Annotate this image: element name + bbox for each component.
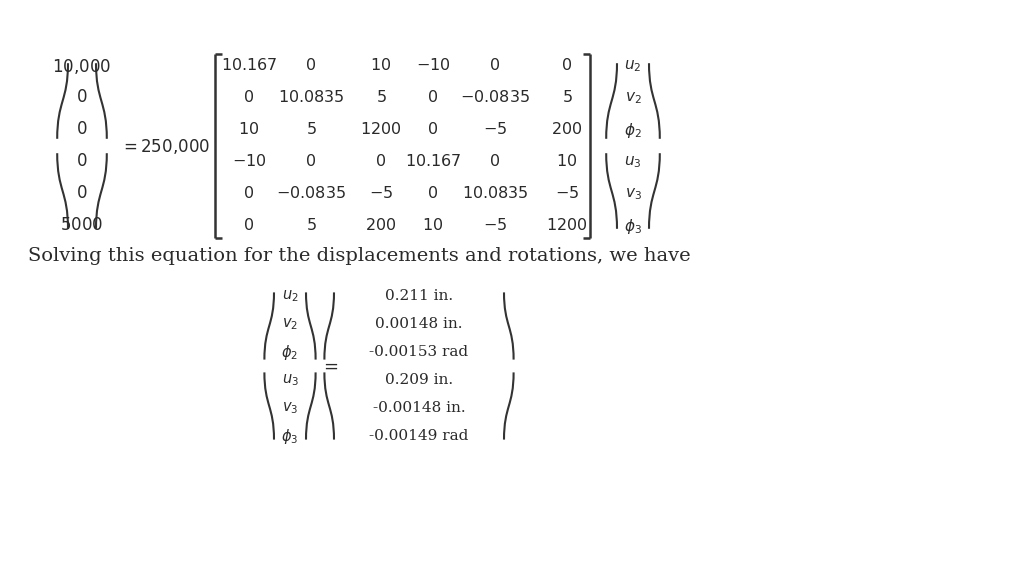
Text: $5$: $5$ [305,218,316,234]
Text: $0$: $0$ [76,122,88,138]
Text: 0.211 in.: 0.211 in. [385,289,453,303]
Text: $0$: $0$ [489,58,501,74]
Text: $=$: $=$ [319,357,338,375]
Text: Solving this equation for the displacements and rotations, we have: Solving this equation for the displaceme… [28,247,690,265]
Text: $v_2$: $v_2$ [625,90,641,106]
Text: $-0.0835$: $-0.0835$ [276,185,346,203]
Text: $0$: $0$ [305,58,316,74]
Text: $5000$: $5000$ [60,218,103,234]
Text: $200$: $200$ [551,122,583,138]
Text: $0$: $0$ [76,153,88,170]
Text: $u_2$: $u_2$ [282,288,298,304]
Text: $10$: $10$ [556,153,578,170]
Text: $-5$: $-5$ [483,122,507,138]
Text: $= 250{,}000$: $= 250{,}000$ [120,137,210,156]
Text: $-10$: $-10$ [416,58,451,74]
Text: $5$: $5$ [305,122,316,138]
Text: $-5$: $-5$ [369,185,393,203]
Text: $10.0835$: $10.0835$ [278,89,344,107]
Text: $v_2$: $v_2$ [282,316,298,332]
Text: $-10$: $-10$ [231,153,266,170]
Text: $-0.0835$: $-0.0835$ [460,89,530,107]
Text: $0$: $0$ [427,89,438,107]
Text: $\phi_3$: $\phi_3$ [624,217,642,236]
Text: $\phi_2$: $\phi_2$ [625,120,642,139]
Text: $10$: $10$ [371,58,391,74]
Text: $10.167$: $10.167$ [404,153,461,170]
Text: $0$: $0$ [376,153,386,170]
Text: $1200$: $1200$ [360,122,401,138]
Text: $200$: $200$ [366,218,396,234]
Text: 0.00148 in.: 0.00148 in. [375,317,463,331]
Text: $10{,}000$: $10{,}000$ [52,56,112,75]
Text: $0$: $0$ [427,122,438,138]
Text: $0$: $0$ [76,89,88,107]
Text: $5$: $5$ [376,89,386,107]
Text: $1200$: $1200$ [546,218,588,234]
Text: $10$: $10$ [239,122,260,138]
Text: -0.00153 rad: -0.00153 rad [370,345,469,359]
Text: $0$: $0$ [244,89,255,107]
Text: $\phi_2$: $\phi_2$ [282,343,299,362]
Text: $u_2$: $u_2$ [625,58,642,74]
Text: $0$: $0$ [244,185,255,203]
Text: $10.0835$: $10.0835$ [462,185,528,203]
Text: $5$: $5$ [561,89,572,107]
Text: -0.00149 rad: -0.00149 rad [370,429,469,443]
Text: $\phi_3$: $\phi_3$ [282,426,299,445]
Text: $0$: $0$ [244,218,255,234]
Text: $0$: $0$ [561,58,572,74]
Text: 0.209 in.: 0.209 in. [385,373,453,387]
Text: $0$: $0$ [427,185,438,203]
Text: $0$: $0$ [76,185,88,203]
Text: -0.00148 in.: -0.00148 in. [373,401,465,415]
Text: $-5$: $-5$ [483,218,507,234]
Text: $u_3$: $u_3$ [282,372,298,388]
Text: $0$: $0$ [489,153,501,170]
Text: $10.167$: $10.167$ [221,58,278,74]
Text: $10$: $10$ [423,218,443,234]
Text: $-5$: $-5$ [555,185,580,203]
Text: $v_3$: $v_3$ [282,400,298,416]
Text: $0$: $0$ [305,153,316,170]
Text: $v_3$: $v_3$ [625,186,641,202]
Text: $u_3$: $u_3$ [625,154,642,170]
